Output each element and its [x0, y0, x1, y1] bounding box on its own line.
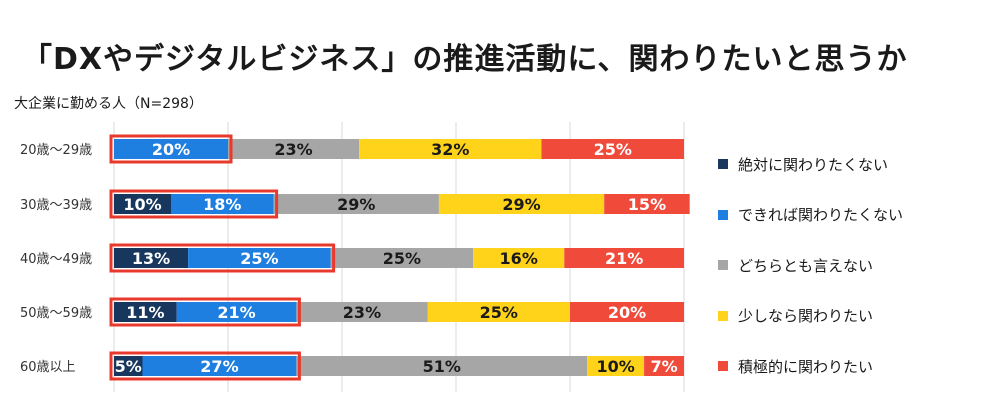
bar-segment [273, 194, 439, 214]
chart-title: 「DXやデジタルビジネス」の推進活動に、関わりたいと思うか [22, 42, 908, 77]
bar-segment [176, 302, 297, 322]
highlight-box [109, 134, 233, 164]
bar-segment [644, 356, 684, 376]
data-label: 16% [500, 249, 538, 268]
legend-item: 少しなら関わりたい [718, 291, 903, 342]
bar-segment [587, 356, 645, 376]
bar-segment [541, 139, 684, 159]
bar-segment [114, 248, 189, 268]
data-label: 10% [123, 195, 161, 214]
data-label: 51% [423, 357, 461, 376]
bar-segment [296, 302, 428, 322]
data-label: 21% [605, 249, 643, 268]
bar-segment [114, 356, 143, 376]
chart-legend: 絶対に関わりたくない できれば関わりたくない どちらとも言えない 少しなら関わりたい積… [718, 139, 903, 392]
legend-swatch [718, 310, 728, 321]
category-label: 20歳〜29歳 [20, 143, 92, 158]
highlight-box [109, 243, 336, 273]
bar-segment [114, 139, 228, 159]
data-label: 23% [343, 303, 381, 322]
category-label: 60歳以上 [20, 360, 76, 375]
data-label: 27% [200, 357, 238, 376]
bar-segment [570, 302, 684, 322]
data-label: 18% [203, 195, 241, 214]
legend-label: 少しなら関わりたい [738, 307, 874, 326]
bar-segment [228, 139, 360, 159]
highlight-box [109, 189, 279, 219]
legend-swatch [718, 361, 728, 372]
legend-item: 絶対に関わりたくない [718, 139, 903, 190]
data-label: 20% [608, 303, 646, 322]
highlight-box [109, 351, 301, 381]
data-label: 25% [594, 140, 632, 159]
data-label: 25% [480, 303, 518, 322]
legend-label: どちらとも言えない [738, 256, 874, 275]
bar-segment [438, 194, 605, 214]
legend-swatch [718, 159, 728, 170]
data-label: 11% [126, 303, 164, 322]
bar-segment [171, 194, 274, 214]
bar-segment [114, 194, 171, 214]
bar-segment [604, 194, 690, 214]
data-label: 23% [274, 140, 312, 159]
data-label: 29% [337, 195, 375, 214]
bar-segment [142, 356, 297, 376]
legend-item: できれば関わりたくない [718, 190, 903, 241]
data-label: 20% [152, 140, 190, 159]
bar-segment [427, 302, 570, 322]
legend-item: 積極的に関わりたい [718, 341, 903, 392]
legend-swatch [718, 260, 728, 271]
highlight-box [109, 297, 301, 327]
data-label: 32% [431, 140, 469, 159]
data-label: 5% [115, 357, 142, 376]
legend-label: 絶対に関わりたくない [738, 155, 889, 174]
bar-segment [473, 248, 565, 268]
chart-subtitle: 大企業に勤める人（N=298） [14, 96, 203, 112]
data-label: 15% [628, 195, 666, 214]
bar-segment [330, 248, 474, 268]
category-label: 30歳〜39歳 [20, 198, 92, 213]
data-label: 29% [502, 195, 540, 214]
data-label: 10% [596, 357, 634, 376]
legend-swatch [718, 209, 728, 220]
data-label: 7% [650, 357, 677, 376]
data-label: 25% [240, 249, 278, 268]
bar-segment [564, 248, 684, 268]
category-label: 50歳〜59歳 [20, 306, 92, 321]
category-label: 40歳〜49歳 [20, 252, 92, 267]
legend-label: できれば関わりたくない [738, 206, 904, 225]
data-label: 21% [217, 303, 255, 322]
bar-segment [296, 356, 588, 376]
data-label: 13% [132, 249, 170, 268]
bar-segment [359, 139, 542, 159]
legend-label: 積極的に関わりたい [738, 357, 874, 376]
data-label: 25% [383, 249, 421, 268]
bar-segment [188, 248, 331, 268]
legend-item: どちらとも言えない [718, 240, 903, 291]
bar-segment [114, 302, 177, 322]
